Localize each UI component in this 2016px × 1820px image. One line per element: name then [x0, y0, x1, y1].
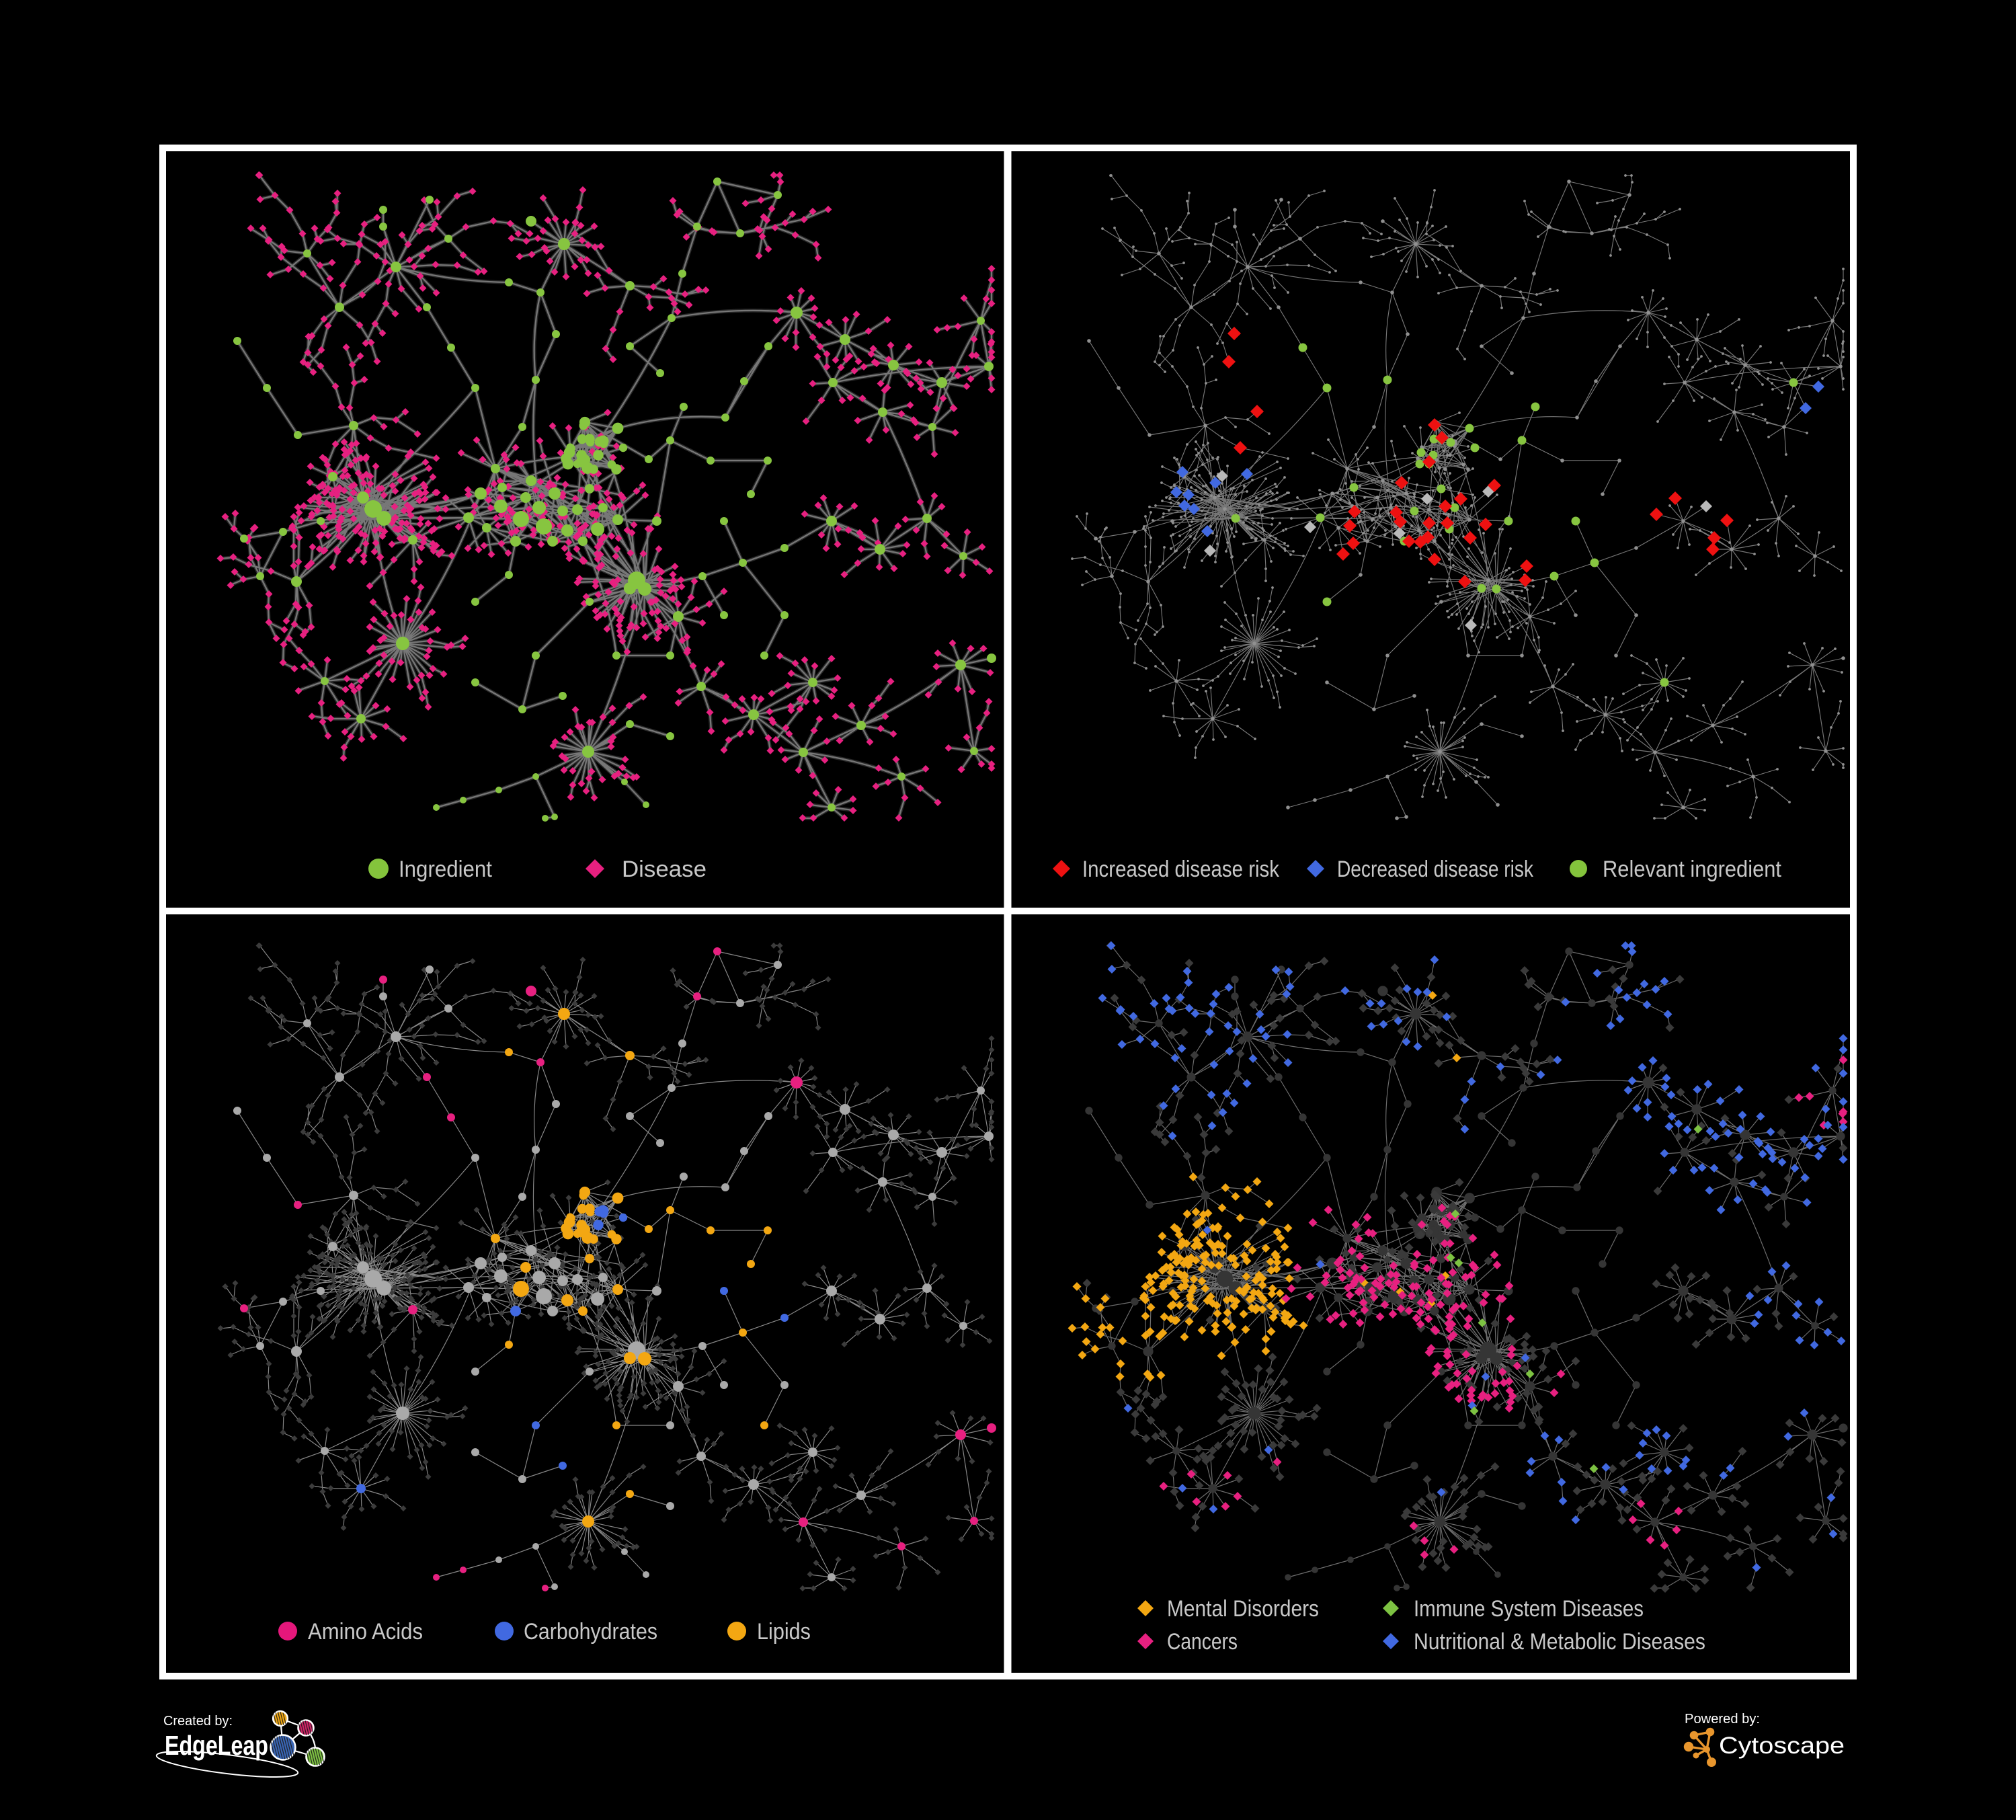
svg-text:Immune System Diseases: Immune System Diseases [1414, 1596, 1644, 1622]
svg-text:Amino Acids: Amino Acids [308, 1619, 423, 1645]
svg-text:Increased disease risk: Increased disease risk [1082, 857, 1280, 882]
svg-text:Mental Disorders: Mental Disorders [1167, 1596, 1319, 1622]
svg-text:Nutritional & Metabolic Diseas: Nutritional & Metabolic Diseases [1414, 1629, 1705, 1655]
svg-text:Relevant ingredient: Relevant ingredient [1603, 857, 1782, 882]
svg-text:Decreased disease risk: Decreased disease risk [1337, 857, 1534, 882]
svg-text:Cancers: Cancers [1167, 1629, 1238, 1655]
svg-text:Ingredient: Ingredient [399, 857, 492, 882]
svg-text:Carbohydrates: Carbohydrates [524, 1619, 657, 1645]
svg-text:Lipids: Lipids [757, 1619, 811, 1645]
svg-text:Created by:: Created by: [163, 1714, 233, 1729]
svg-text:Disease: Disease [622, 857, 707, 882]
svg-text:Powered by:: Powered by: [1685, 1712, 1760, 1727]
svg-text:Cytoscape: Cytoscape [1719, 1733, 1845, 1759]
svg-text:EdgeLeap: EdgeLeap [165, 1730, 268, 1761]
